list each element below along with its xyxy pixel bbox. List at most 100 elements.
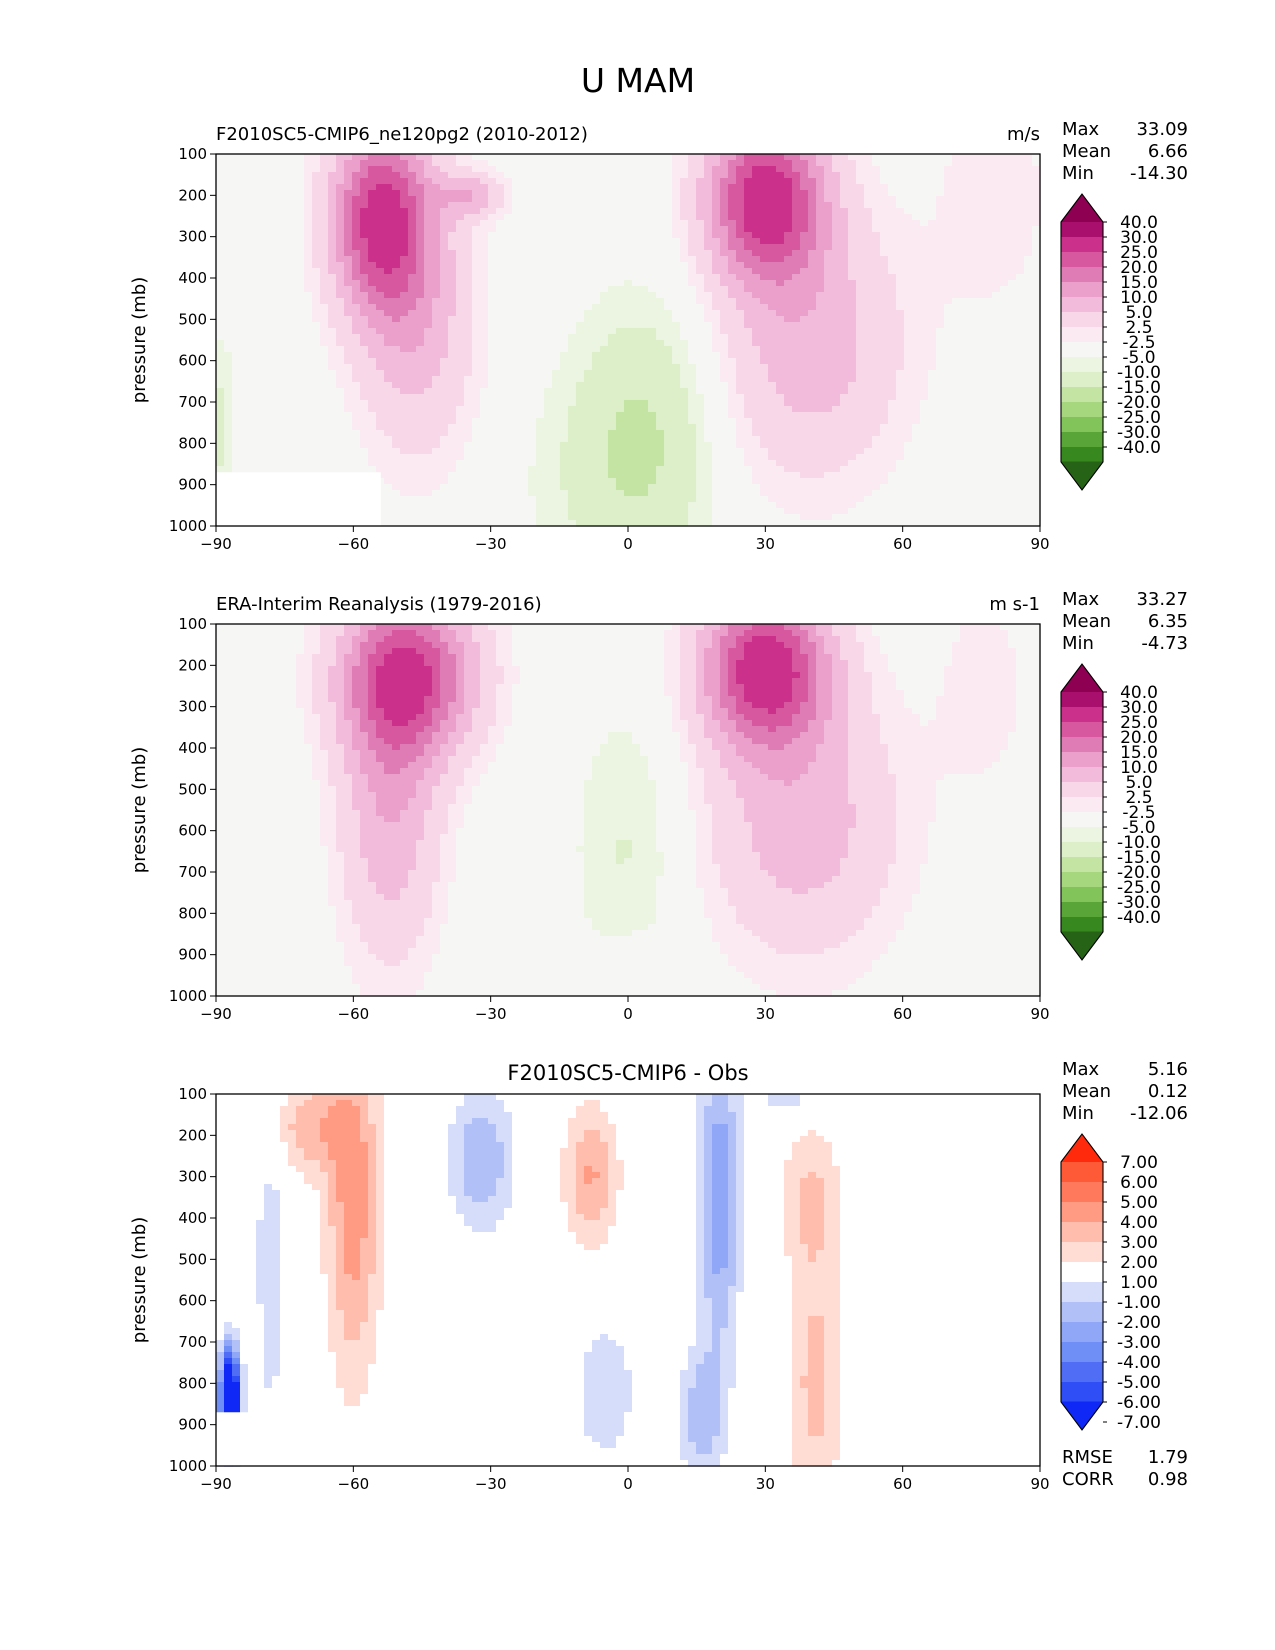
contour-cell: [720, 244, 729, 251]
contour-cell: [720, 864, 761, 871]
contour-cell: [328, 750, 345, 757]
contour-cell: [232, 1370, 241, 1377]
contour-cell: [784, 508, 849, 515]
contour-cell: [448, 624, 473, 631]
contour-cell: [352, 780, 369, 787]
contour-cell: [464, 1160, 505, 1167]
contour-cell: [432, 322, 449, 329]
contour-cell: [512, 1136, 569, 1143]
contour-cell: [1032, 160, 1041, 167]
contour-cell: [336, 792, 353, 799]
colorbar-band: [1061, 417, 1103, 433]
contour-cell: [384, 714, 417, 721]
contour-cell: [712, 714, 729, 721]
contour-cell: [840, 400, 889, 407]
contour-cell: [448, 328, 473, 335]
contour-cell: [584, 1172, 601, 1179]
contour-cell: [704, 666, 721, 673]
contour-cell: [328, 1280, 337, 1287]
units-label: m s-1: [989, 594, 1040, 615]
contour-cell: [456, 744, 481, 751]
contour-cell: [336, 370, 353, 377]
contour-cell: [472, 364, 489, 371]
contour-cell: [800, 184, 817, 191]
contour-cell: [368, 1154, 377, 1161]
contour-cell: [960, 636, 1009, 643]
contour-cell: [400, 388, 425, 395]
contour-cell: [688, 400, 705, 407]
contour-cell: [240, 1406, 249, 1413]
metric-value: 1.79: [1148, 1447, 1188, 1468]
contour-cell: [240, 1442, 601, 1449]
contour-cell: [328, 1208, 345, 1215]
contour-cell: [416, 208, 425, 215]
contour-field: [216, 624, 1041, 997]
contour-cell: [328, 202, 337, 209]
contour-cell: [800, 774, 849, 781]
contour-cell: [384, 340, 425, 347]
contour-cell: [384, 1148, 449, 1155]
contour-cell: [664, 298, 697, 305]
contour-cell: [344, 1328, 361, 1335]
contour-cell: [728, 1418, 793, 1425]
colorbar-tick-label: 40.0: [1120, 213, 1158, 233]
contour-cell: [600, 1136, 617, 1143]
contour-cell: [336, 190, 345, 197]
contour-cell: [696, 642, 713, 649]
contour-cell: [648, 406, 689, 413]
contour-cell: [280, 1304, 329, 1311]
contour-cell: [344, 1268, 361, 1275]
contour-cell: [936, 364, 1041, 371]
contour-cell: [720, 310, 745, 317]
colorbar-tick-label: 1.00: [1120, 1273, 1158, 1293]
contour-cell: [784, 1190, 801, 1197]
contour-cell: [872, 214, 913, 221]
contour-cell: [328, 1328, 345, 1335]
contour-cell: [320, 648, 337, 655]
colorbar-tick-label: -1.00: [1117, 1293, 1161, 1313]
contour-cell: [296, 1166, 321, 1173]
contour-cell: [368, 774, 425, 781]
contour-cell: [352, 972, 425, 979]
contour-cell: [744, 1190, 785, 1197]
contour-cell: [720, 274, 737, 281]
contour-cell: [448, 648, 465, 655]
contour-cell: [264, 1202, 281, 1209]
contour-cell: [848, 684, 873, 691]
contour-cell: [840, 864, 889, 871]
contour-cell: [448, 1184, 465, 1191]
contour-cell: [320, 1202, 329, 1209]
contour-cell: [800, 624, 817, 631]
contour-cell: [808, 1334, 825, 1341]
contour-cell: [696, 430, 705, 437]
contour-cell: [448, 756, 473, 763]
contour-cell: [880, 954, 1041, 961]
contour-cell: [696, 376, 721, 383]
contour-cell: [720, 762, 753, 769]
contour-cell: [816, 178, 825, 185]
contour-cell: [560, 1196, 577, 1203]
contour-cell: [448, 900, 585, 907]
contour-cell: [360, 1250, 377, 1257]
contour-cell: [376, 954, 409, 961]
contour-cell: [944, 316, 1041, 323]
contour-cell: [760, 358, 857, 365]
contour-cell: [792, 196, 809, 203]
contour-cell: [728, 738, 753, 745]
contour-cell: [504, 214, 673, 221]
contour-cell: [784, 394, 841, 401]
contour-cell: [336, 334, 361, 341]
contour-cell: [712, 250, 721, 257]
contour-cell: [816, 244, 833, 251]
contour-cell: [336, 1280, 369, 1287]
contour-cell: [720, 1454, 793, 1461]
contour-cell: [336, 160, 345, 167]
colorbar-tick-label: 5.0: [1125, 303, 1152, 323]
contour-cell: [856, 454, 905, 461]
contour-cell: [704, 1352, 721, 1359]
contour-cell: [1024, 268, 1041, 275]
contour-cell: [488, 160, 673, 167]
contour-cell: [312, 238, 329, 245]
contour-cell: [216, 1112, 281, 1119]
